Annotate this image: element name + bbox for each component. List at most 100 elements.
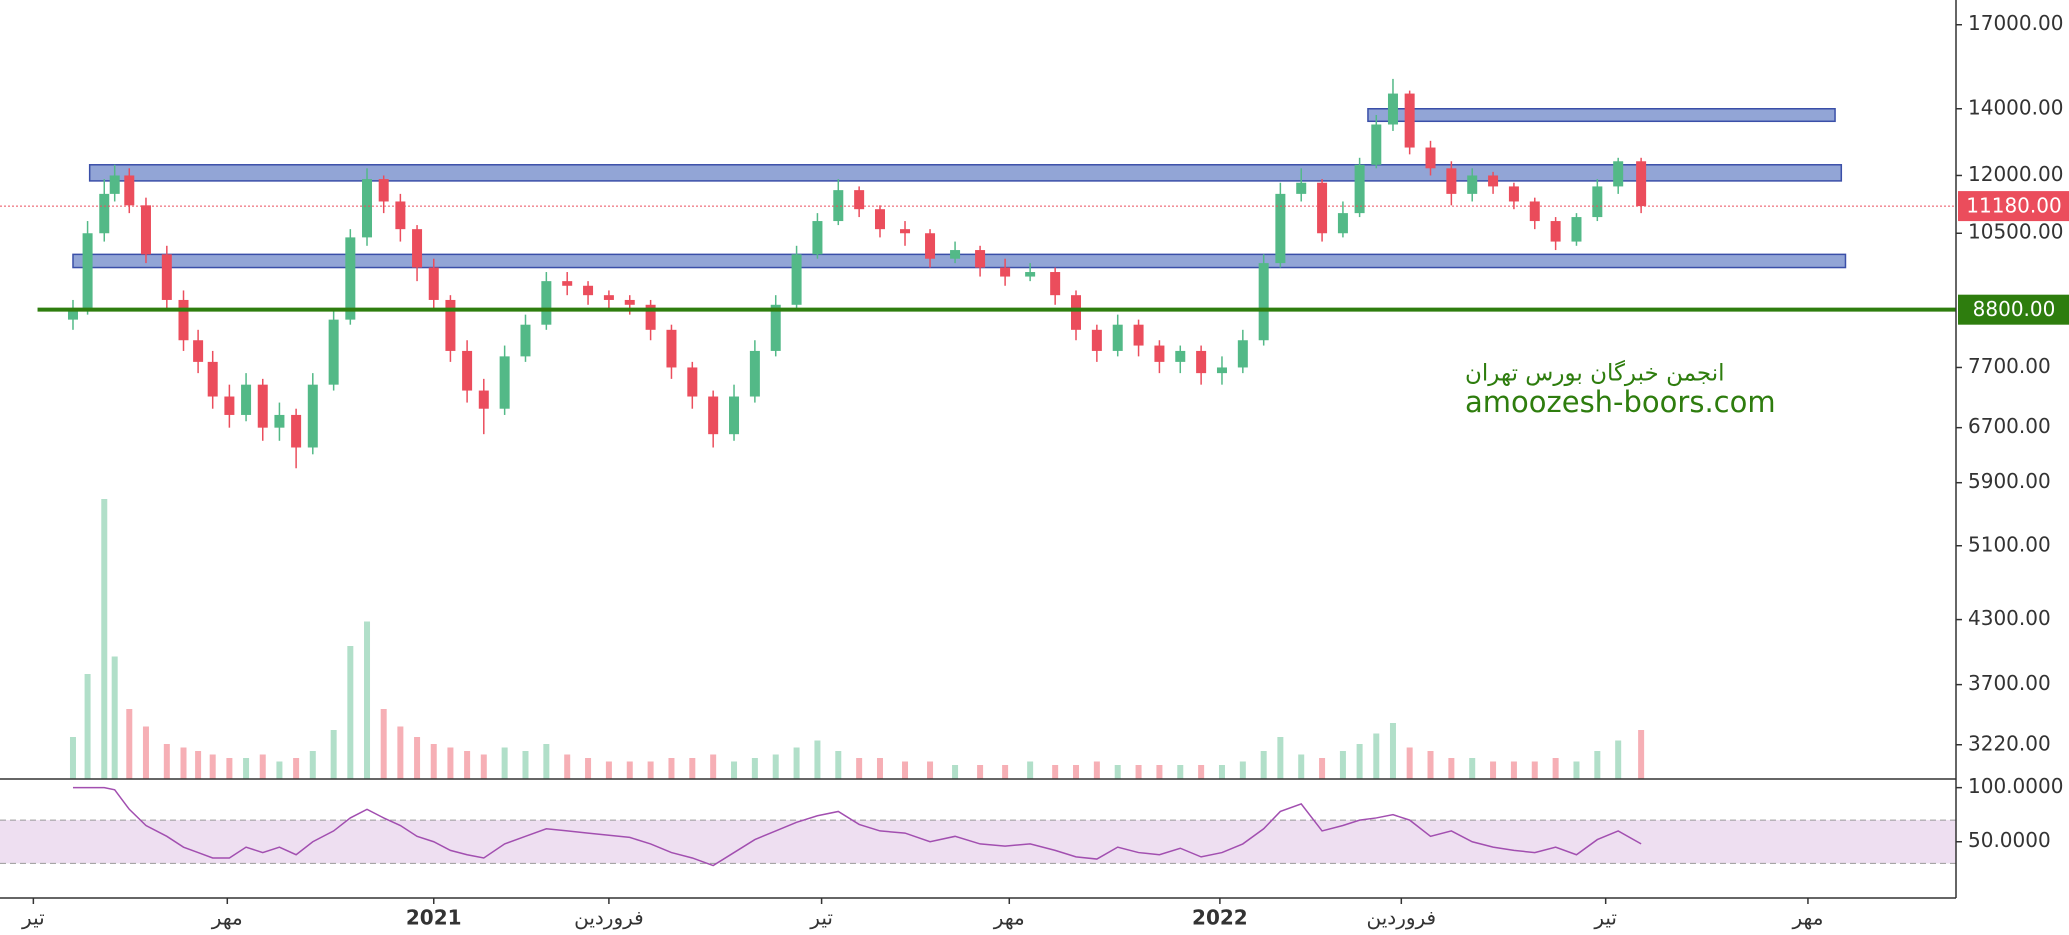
- candle-body: [583, 285, 594, 296]
- volume-bar: [1260, 751, 1267, 779]
- volume-bar: [84, 674, 91, 779]
- volume-bar: [647, 761, 654, 779]
- candle-body: [1354, 164, 1365, 214]
- candle-body: [478, 390, 489, 409]
- volume-bar: [835, 751, 842, 779]
- volume-bar: [1319, 758, 1326, 779]
- volume-bar: [180, 747, 187, 779]
- volume-bar: [814, 740, 821, 779]
- y-tick-label: 100.0000: [1968, 774, 2063, 798]
- candle-body: [666, 329, 677, 368]
- y-tick-label: 50.0000: [1968, 828, 2051, 852]
- volume-bar: [1027, 761, 1034, 779]
- candle-body: [925, 233, 936, 259]
- volume-bar: [126, 709, 133, 779]
- candle-body: [708, 396, 719, 435]
- candle-body: [1592, 186, 1603, 218]
- volume-bar: [209, 754, 216, 779]
- candle-body: [1000, 267, 1011, 277]
- x-tick-label: تیر: [809, 906, 833, 930]
- candle-body: [291, 414, 302, 448]
- y-tick-label: 5100.00: [1968, 532, 2051, 556]
- volume-bar: [259, 754, 266, 779]
- candle-body: [82, 233, 93, 310]
- candle-body: [462, 350, 473, 391]
- candle-body: [687, 367, 698, 397]
- candle-body: [729, 396, 740, 435]
- y-tick-label: 6700.00: [1968, 414, 2051, 438]
- volume-bar: [626, 761, 633, 779]
- volume-bar: [1448, 758, 1455, 779]
- volume-bar: [605, 761, 612, 779]
- candle-body: [1216, 367, 1227, 374]
- candle-body: [67, 309, 78, 320]
- y-tick-label: 12000.00: [1968, 162, 2063, 186]
- candle-body: [950, 250, 961, 259]
- candle-body: [1237, 340, 1248, 368]
- volume-bar: [1339, 751, 1346, 779]
- candle-body: [1154, 345, 1165, 362]
- candle-body: [345, 237, 356, 320]
- volume-bar: [243, 758, 250, 779]
- volume-bar: [1615, 740, 1622, 779]
- candle-body: [445, 299, 456, 351]
- volume-bar: [1531, 761, 1538, 779]
- candle-body: [1091, 329, 1102, 351]
- volume-bar: [977, 765, 984, 779]
- y-tick-label: 7700.00: [1968, 354, 2051, 378]
- x-tick-label: تیر: [21, 906, 45, 930]
- candle-body: [520, 324, 531, 357]
- candle-body: [307, 384, 318, 448]
- candle-body: [1371, 124, 1382, 165]
- volume-bar: [927, 761, 934, 779]
- volume-bar: [856, 758, 863, 779]
- support-zone: [88, 164, 1843, 182]
- candle-body: [99, 193, 110, 234]
- candle-body: [1571, 217, 1582, 242]
- y-tick-label: 10500.00: [1968, 220, 2063, 244]
- volume-bar: [414, 737, 421, 779]
- candle-body: [1508, 186, 1519, 202]
- candle-body: [1317, 182, 1328, 234]
- candle-body: [770, 304, 781, 351]
- x-tick-label: فروردین: [574, 906, 644, 930]
- candle-body: [161, 254, 172, 300]
- rsi-band: [0, 820, 1956, 864]
- volume-bar: [142, 726, 149, 779]
- volume-bar: [1114, 765, 1121, 779]
- candle-body: [1296, 182, 1307, 194]
- volume-bar: [397, 726, 404, 779]
- volume-bar: [1638, 730, 1645, 779]
- support-zone: [1367, 108, 1836, 123]
- volume-bar: [772, 754, 779, 779]
- candle-body: [1275, 193, 1286, 264]
- volume-bar: [902, 761, 909, 779]
- volume-bar: [447, 747, 454, 779]
- volume-bar: [1073, 765, 1080, 779]
- candle-body: [1550, 221, 1561, 242]
- x-tick-label: 2021: [406, 906, 462, 930]
- volume-bar: [1552, 758, 1559, 779]
- candle-body: [395, 201, 406, 230]
- x-tick-label: فروردین: [1367, 906, 1437, 930]
- volume-bar: [226, 758, 233, 779]
- candle-body: [1258, 263, 1269, 341]
- volume-bar: [380, 709, 387, 779]
- candle-body: [412, 229, 423, 268]
- candle-body: [812, 221, 823, 255]
- volume-bar: [689, 758, 696, 779]
- volume-bar: [1594, 751, 1601, 779]
- watermark: انجمن خبرگان بورس تهران: [1465, 360, 1725, 387]
- candle-body: [562, 281, 573, 286]
- x-tick-label: مهر: [1791, 906, 1823, 930]
- volume-bar: [330, 730, 337, 779]
- candle-body: [541, 281, 552, 325]
- candle-body: [1404, 93, 1415, 148]
- candle-body: [109, 175, 120, 194]
- volume-bar: [480, 754, 487, 779]
- candle-body: [362, 179, 373, 238]
- volume-bar: [195, 751, 202, 779]
- volume-bar: [501, 747, 508, 779]
